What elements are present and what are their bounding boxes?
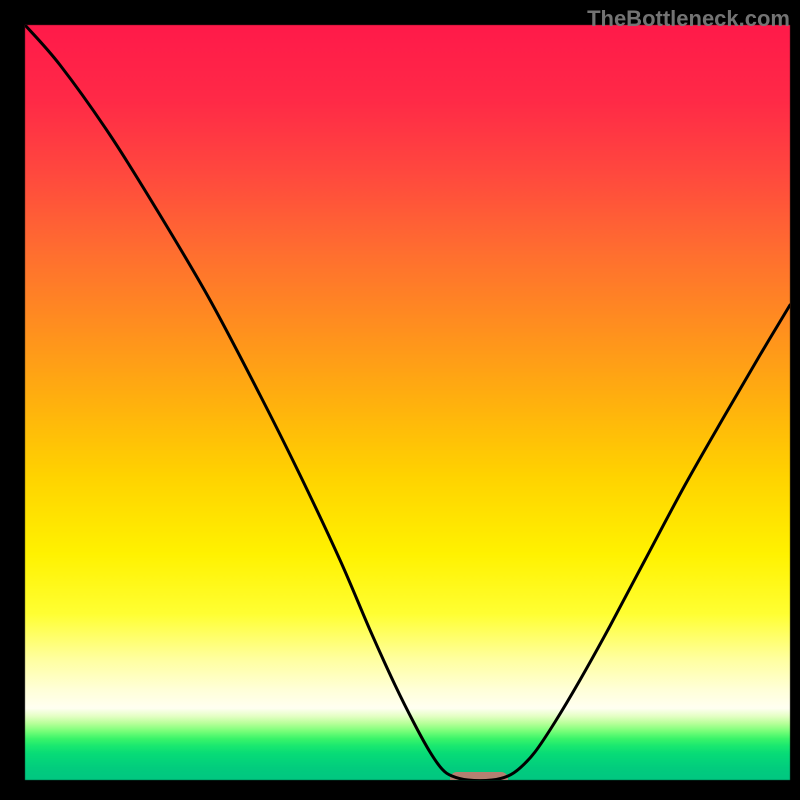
gradient-background <box>0 0 800 800</box>
bottleneck-chart: TheBottleneck.com <box>0 0 800 800</box>
watermark-label: TheBottleneck.com <box>587 6 790 32</box>
